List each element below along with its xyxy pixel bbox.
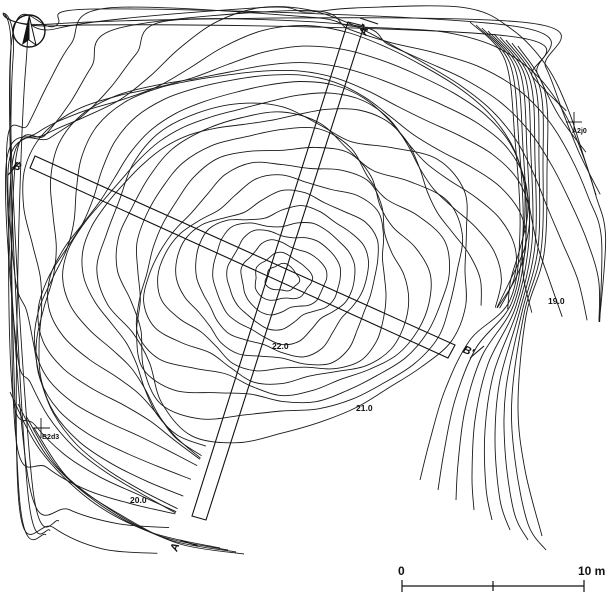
contour-line: [175, 189, 379, 366]
contour-line: [2, 12, 567, 528]
contour-line: [5, 6, 588, 514]
contour-line: [254, 251, 314, 301]
contour-line: [471, 30, 531, 511]
contour-line: [25, 415, 237, 553]
contour-line: [437, 24, 524, 491]
section-label-b-prime: B': [461, 344, 476, 359]
contour-label-21: 21.0: [356, 403, 373, 413]
contour-label-22: 22.0: [272, 341, 289, 351]
contour-line: [264, 262, 301, 292]
contour-line: [15, 5, 597, 554]
grid-label-a2j0: A2j0: [572, 128, 587, 135]
contour-line: [143, 161, 410, 385]
contour-lines: [2, 5, 607, 555]
contour-line: [62, 92, 502, 457]
contour-line: [7, 25, 563, 510]
contour-line: [8, 18, 601, 513]
contour-line: [9, 391, 221, 549]
contour-line: [33, 427, 245, 555]
trench-b-end-tick: [469, 345, 485, 359]
contour-line: [96, 102, 468, 444]
contour-line: [455, 27, 527, 501]
contour-line: [3, 13, 601, 541]
scale-bar: 0 10 m: [398, 564, 605, 592]
section-label-a: A: [168, 542, 182, 554]
contour-line: [115, 111, 464, 420]
contour-line: [494, 36, 537, 531]
trench-b-b-prime: [29, 155, 456, 359]
contour-line: [22, 45, 533, 497]
contour-line: [511, 42, 547, 551]
contour-line: [17, 403, 229, 551]
contour-label-20: 20.0: [130, 495, 147, 505]
contour-line: [11, 9, 603, 515]
contour-line: [47, 81, 517, 459]
contour-line: [35, 62, 529, 480]
trench-a-a-prime: [191, 21, 365, 521]
section-label-a-prime: A': [357, 23, 372, 38]
contour-line: [212, 222, 356, 346]
contour-line: [135, 126, 451, 404]
contour-line: [419, 21, 521, 481]
grid-point-a2j0: A2j0: [566, 112, 587, 135]
trench-a-end-tick: [359, 17, 379, 25]
contour-line: [240, 239, 328, 316]
contour-line: [517, 45, 549, 537]
contour-line: [195, 205, 370, 358]
trench-b-start-tick: [7, 161, 21, 176]
contour-line: [33, 69, 531, 466]
trench-a-start-tick: [179, 539, 199, 547]
contour-line: [226, 229, 342, 331]
contour-line: [483, 33, 534, 521]
north-arrow-icon: [12, 14, 46, 48]
contour-line: [37, 74, 527, 460]
contour-line: [503, 39, 541, 541]
scale-label-start: 0: [398, 564, 405, 578]
scale-label-end: 10 m: [578, 564, 605, 578]
grid-point-b2d3: B2d3: [33, 418, 59, 441]
contour-line: [81, 108, 482, 447]
contour-line: [157, 174, 387, 372]
contour-line: [9, 8, 587, 535]
contour-label-19: 19.0: [548, 296, 565, 306]
grid-label-b2d3: B2d3: [42, 434, 59, 441]
